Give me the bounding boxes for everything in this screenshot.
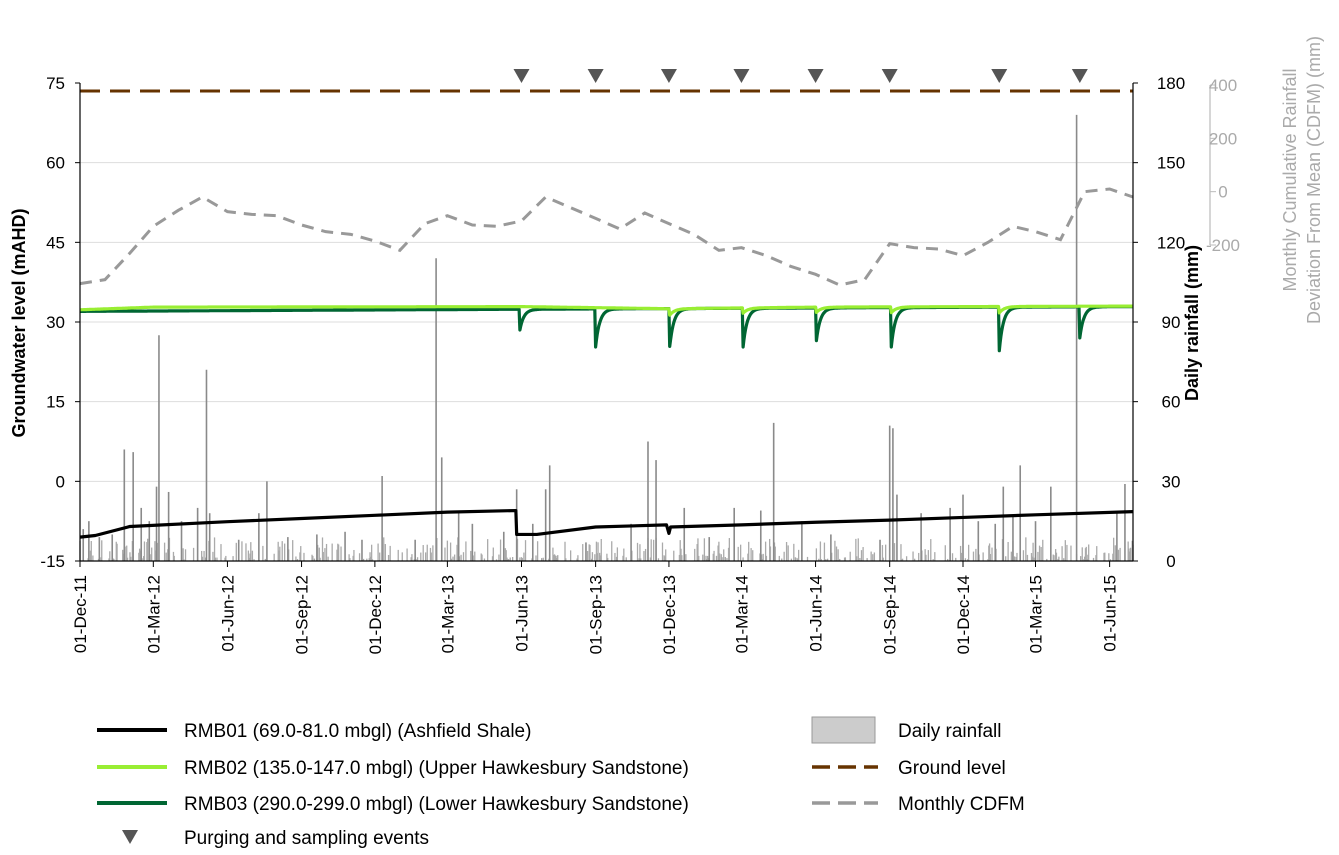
legend-label: Daily rainfall bbox=[898, 721, 1001, 742]
sampling-event-marker bbox=[1071, 69, 1088, 83]
y-right-cdfm-tick-label: 0 bbox=[1218, 183, 1227, 202]
x-tick-label: 01-Dec-14 bbox=[954, 575, 973, 654]
y-left-tick-label: 15 bbox=[46, 393, 65, 412]
y-right-rain-title: Daily rainfall (mm) bbox=[1182, 245, 1202, 401]
sampling-event-marker bbox=[881, 69, 898, 83]
sampling-event-marker bbox=[587, 69, 604, 83]
rmb01-line bbox=[79, 508, 1134, 539]
x-tick-label: 01-Jun-13 bbox=[513, 575, 532, 652]
gridlines bbox=[80, 162, 1133, 482]
cdfm-line bbox=[79, 187, 1134, 287]
y-left-tick-label: 75 bbox=[46, 74, 65, 93]
y-left-tick-label: 30 bbox=[46, 313, 65, 332]
y-right-rain-tick-label: 120 bbox=[1157, 233, 1185, 252]
legend-label: RMB01 (69.0-81.0 mbgl) (Ashfield Shale) bbox=[184, 721, 531, 742]
y-right-cdfm-tick-label: 400 bbox=[1209, 76, 1237, 95]
x-tick-label: 01-Dec-13 bbox=[660, 575, 679, 654]
legend-swatch bbox=[122, 830, 138, 844]
legend-label: RMB03 (290.0-299.0 mbgl) (Lower Hawkesbu… bbox=[184, 794, 689, 815]
legend-label: RMB02 (135.0-147.0 mbgl) (Upper Hawkesbu… bbox=[184, 758, 689, 779]
legend-label: Monthly CDFM bbox=[898, 794, 1025, 815]
rmb02-line bbox=[79, 304, 1134, 317]
legend: RMB01 (69.0-81.0 mbgl) (Ashfield Shale) R… bbox=[97, 716, 1025, 849]
rainfall-bars bbox=[79, 114, 1134, 561]
y-right-cdfm-title-1: Monthly Cumulative Rainfall bbox=[1280, 68, 1300, 291]
cdfm-series bbox=[79, 187, 1134, 287]
x-tick-label: 01-Mar-12 bbox=[144, 575, 163, 653]
x-tick-label: 01-Sep-14 bbox=[881, 575, 900, 654]
y-left-tick-label: -15 bbox=[40, 552, 65, 571]
x-tick-label: 01-Mar-14 bbox=[732, 575, 751, 653]
y-right-rain-tick-label: 150 bbox=[1157, 154, 1185, 173]
y-left-title: Groundwater level (mAHD) bbox=[9, 208, 29, 437]
x-tick-label: 01-Sep-13 bbox=[587, 575, 606, 654]
legend-label: Purging and sampling events bbox=[184, 828, 429, 849]
y-right-rain-tick-label: 90 bbox=[1162, 313, 1181, 332]
y-right-cdfm-title-2: Deviation From Mean (CDFM) (mm) bbox=[1304, 36, 1324, 324]
x-tick-label: 01-Dec-12 bbox=[366, 575, 385, 654]
y-right-rain-tick-label: 180 bbox=[1157, 74, 1185, 93]
sampling-event-marker bbox=[733, 69, 750, 83]
sampling-event-marker bbox=[991, 69, 1008, 83]
y-right-rain-tick-label: 30 bbox=[1162, 472, 1181, 491]
x-tick-label: 01-Jun-14 bbox=[807, 575, 826, 652]
legend-swatch bbox=[811, 716, 876, 744]
x-tick-label: 01-Dec-11 bbox=[71, 575, 90, 653]
legend-label: Ground level bbox=[898, 758, 1006, 779]
y-left-tick-label: 60 bbox=[46, 154, 65, 173]
sampling-event-marker bbox=[513, 69, 530, 83]
y-left-tick-label: 45 bbox=[46, 233, 65, 252]
y-right-rain-tick-label: 60 bbox=[1162, 393, 1181, 412]
y-left-tick-label: 0 bbox=[56, 472, 65, 491]
x-tick-label: 01-Mar-13 bbox=[438, 575, 457, 653]
x-tick-label: 01-Jun-15 bbox=[1101, 575, 1120, 652]
x-tick-label: 01-Mar-15 bbox=[1027, 575, 1046, 653]
y-right-cdfm-tick-label: 200 bbox=[1209, 129, 1237, 148]
sampling-event-marker bbox=[660, 69, 677, 83]
y-right-rain-tick-label: 0 bbox=[1166, 552, 1175, 571]
rmb03-line bbox=[79, 305, 1134, 353]
groundwater-series bbox=[79, 304, 1134, 539]
axis-titles: Groundwater level (mAHD) Daily rainfall … bbox=[9, 36, 1324, 438]
y-right-cdfm-tick-label: -200 bbox=[1206, 236, 1240, 255]
axes bbox=[75, 82, 1216, 567]
tick-labels: -15 0 15 30 45 60 75 0 30 60 90 120 150 180 -200 0 200 40… bbox=[40, 74, 1240, 654]
sampling-event-marker bbox=[807, 69, 824, 83]
sampling-events bbox=[513, 69, 1088, 83]
x-tick-label: 01-Jun-12 bbox=[218, 575, 237, 652]
x-tick-label: 01-Sep-12 bbox=[293, 575, 312, 654]
